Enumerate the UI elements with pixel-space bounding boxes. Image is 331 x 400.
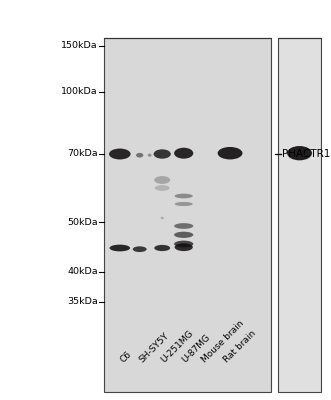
Bar xyxy=(278,38,321,392)
Ellipse shape xyxy=(110,245,130,251)
Text: Mouse brain: Mouse brain xyxy=(200,319,246,365)
Text: C6: C6 xyxy=(118,350,133,365)
Ellipse shape xyxy=(133,246,147,252)
Ellipse shape xyxy=(136,153,143,158)
Text: PHACTR1: PHACTR1 xyxy=(282,149,330,159)
Ellipse shape xyxy=(148,154,152,157)
Ellipse shape xyxy=(174,223,193,229)
Text: 70kDa: 70kDa xyxy=(67,150,98,158)
Text: Rat brain: Rat brain xyxy=(222,329,258,365)
Ellipse shape xyxy=(175,243,193,251)
Ellipse shape xyxy=(175,202,193,206)
Text: 150kDa: 150kDa xyxy=(61,42,98,50)
Bar xyxy=(104,38,271,392)
Text: U-87MG: U-87MG xyxy=(180,333,212,365)
Ellipse shape xyxy=(175,194,193,198)
Ellipse shape xyxy=(174,241,193,247)
Ellipse shape xyxy=(287,146,312,160)
Text: 100kDa: 100kDa xyxy=(61,88,98,96)
Ellipse shape xyxy=(154,176,170,184)
Ellipse shape xyxy=(174,232,193,238)
Text: 35kDa: 35kDa xyxy=(67,298,98,306)
Ellipse shape xyxy=(161,217,164,219)
Ellipse shape xyxy=(154,149,171,159)
Ellipse shape xyxy=(154,245,170,251)
Text: U-251MG: U-251MG xyxy=(159,329,195,365)
Text: SH-SY5Y: SH-SY5Y xyxy=(137,332,170,365)
Ellipse shape xyxy=(218,147,242,160)
Ellipse shape xyxy=(155,185,169,191)
Ellipse shape xyxy=(174,148,193,159)
Ellipse shape xyxy=(109,148,130,160)
Text: 40kDa: 40kDa xyxy=(67,268,98,276)
Text: 50kDa: 50kDa xyxy=(67,218,98,226)
